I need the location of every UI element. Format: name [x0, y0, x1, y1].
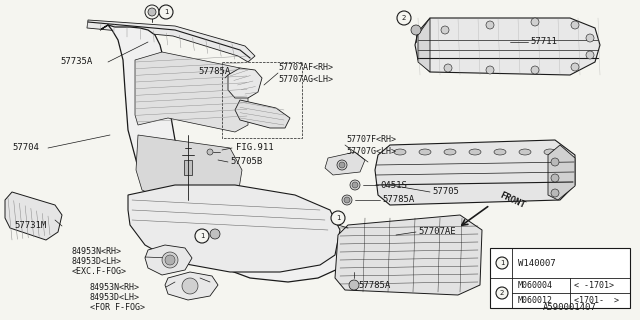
- Text: 57705: 57705: [432, 188, 459, 196]
- Text: M060012: M060012: [518, 296, 553, 305]
- Circle shape: [349, 280, 359, 290]
- Text: 2: 2: [402, 15, 406, 21]
- Circle shape: [159, 5, 173, 19]
- Circle shape: [586, 34, 594, 42]
- Circle shape: [496, 287, 508, 299]
- Ellipse shape: [469, 149, 481, 155]
- Circle shape: [397, 11, 411, 25]
- Polygon shape: [87, 20, 255, 62]
- Text: <FOR F-FOG>: <FOR F-FOG>: [90, 302, 145, 311]
- Polygon shape: [418, 18, 430, 72]
- Circle shape: [486, 66, 494, 74]
- Circle shape: [162, 252, 178, 268]
- Text: 57785A: 57785A: [358, 281, 390, 290]
- Ellipse shape: [544, 149, 556, 155]
- Text: 57705B: 57705B: [230, 157, 262, 166]
- Circle shape: [496, 257, 508, 269]
- Circle shape: [551, 158, 559, 166]
- Text: 0451S: 0451S: [380, 180, 407, 189]
- Text: 57785A: 57785A: [198, 68, 230, 76]
- Polygon shape: [335, 215, 482, 295]
- Ellipse shape: [444, 149, 456, 155]
- Polygon shape: [325, 152, 365, 175]
- Text: 57785A: 57785A: [382, 196, 414, 204]
- Circle shape: [571, 63, 579, 71]
- Circle shape: [531, 66, 539, 74]
- Polygon shape: [100, 25, 350, 282]
- Circle shape: [145, 5, 159, 19]
- Polygon shape: [165, 272, 218, 300]
- Text: 1: 1: [500, 260, 504, 266]
- Polygon shape: [145, 245, 192, 275]
- Text: 57707F<RH>: 57707F<RH>: [346, 135, 396, 145]
- Text: 57707AG<LH>: 57707AG<LH>: [278, 76, 333, 84]
- Polygon shape: [548, 145, 575, 200]
- Text: 57711: 57711: [530, 37, 557, 46]
- Polygon shape: [136, 135, 242, 205]
- Text: 1: 1: [164, 9, 168, 15]
- Polygon shape: [5, 192, 62, 240]
- Ellipse shape: [494, 149, 506, 155]
- Text: A590001407: A590001407: [543, 303, 597, 313]
- Text: 57707G<LH>: 57707G<LH>: [346, 148, 396, 156]
- Bar: [222, 62, 302, 138]
- Circle shape: [207, 149, 213, 155]
- Text: FRONT: FRONT: [498, 190, 526, 210]
- Circle shape: [339, 162, 345, 168]
- Text: 57704: 57704: [12, 143, 39, 153]
- Circle shape: [165, 255, 175, 265]
- Circle shape: [486, 21, 494, 29]
- Circle shape: [195, 229, 209, 243]
- Text: 84953D<LH>: 84953D<LH>: [72, 258, 122, 267]
- Circle shape: [182, 278, 198, 294]
- Text: 57707AF<RH>: 57707AF<RH>: [278, 63, 333, 73]
- Polygon shape: [415, 18, 600, 75]
- Text: 57707AE: 57707AE: [418, 228, 456, 236]
- Circle shape: [411, 25, 421, 35]
- Bar: [490, 248, 630, 308]
- Text: 84953N<RH>: 84953N<RH>: [72, 247, 122, 257]
- Circle shape: [441, 26, 449, 34]
- Polygon shape: [228, 68, 262, 98]
- Circle shape: [342, 195, 352, 205]
- Bar: [184, 160, 192, 175]
- Circle shape: [551, 174, 559, 182]
- Polygon shape: [375, 140, 575, 205]
- Polygon shape: [135, 52, 248, 132]
- Text: 57735A: 57735A: [60, 58, 92, 67]
- Ellipse shape: [419, 149, 431, 155]
- Circle shape: [531, 18, 539, 26]
- Circle shape: [586, 51, 594, 59]
- Text: FIG.911: FIG.911: [236, 143, 274, 153]
- Polygon shape: [128, 185, 340, 272]
- Polygon shape: [235, 100, 290, 128]
- Circle shape: [350, 180, 360, 190]
- Text: 84953N<RH>: 84953N<RH>: [90, 283, 140, 292]
- Ellipse shape: [519, 149, 531, 155]
- Circle shape: [331, 211, 345, 225]
- Ellipse shape: [394, 149, 406, 155]
- Circle shape: [444, 64, 452, 72]
- Circle shape: [551, 189, 559, 197]
- Circle shape: [210, 229, 220, 239]
- Text: 84953D<LH>: 84953D<LH>: [90, 292, 140, 301]
- Text: 1: 1: [200, 233, 204, 239]
- Text: < -1701>: < -1701>: [574, 281, 614, 290]
- Circle shape: [337, 160, 347, 170]
- Circle shape: [148, 8, 156, 16]
- Circle shape: [571, 21, 579, 29]
- Circle shape: [344, 197, 350, 203]
- Text: M060004: M060004: [518, 281, 553, 290]
- Text: <EXC.F-FOG>: <EXC.F-FOG>: [72, 268, 127, 276]
- Text: W140007: W140007: [518, 259, 556, 268]
- Text: 1: 1: [336, 215, 340, 221]
- Text: 2: 2: [500, 290, 504, 296]
- Text: 57731M: 57731M: [14, 221, 46, 230]
- Text: <1701-  >: <1701- >: [574, 296, 619, 305]
- Circle shape: [352, 182, 358, 188]
